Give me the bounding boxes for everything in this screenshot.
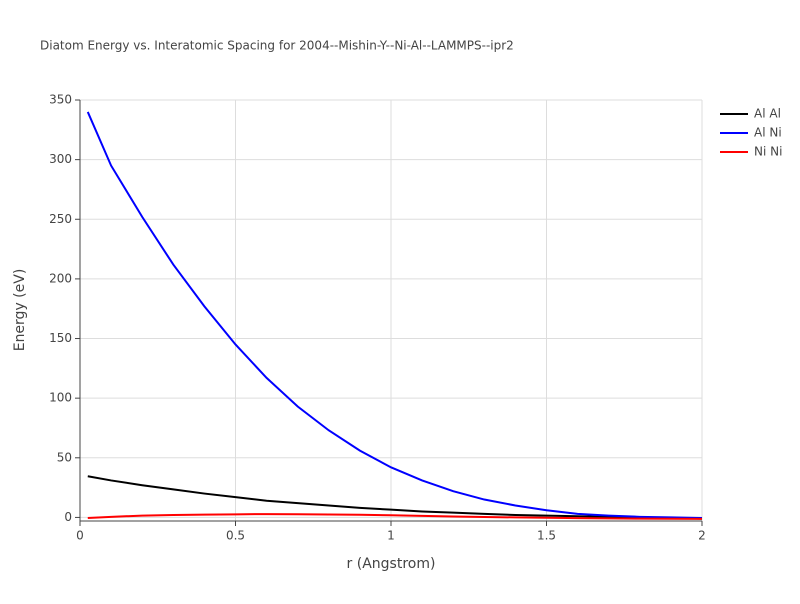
x-tick-label: 2 <box>698 529 706 543</box>
y-tick-label: 200 <box>49 271 72 285</box>
y-tick-label: 350 <box>49 93 72 107</box>
chart-title: Diatom Energy vs. Interatomic Spacing fo… <box>40 39 514 53</box>
legend-label: Ni Ni <box>754 145 782 159</box>
y-tick-label: 150 <box>49 331 72 345</box>
line-series <box>87 513 703 520</box>
x-axis-title: r (Angstrom) <box>347 556 436 572</box>
y-tick-label: 50 <box>57 450 72 464</box>
x-tick-label: 1.5 <box>537 529 556 543</box>
y-axis-title: Energy (eV) <box>12 269 28 352</box>
y-tick-label: 100 <box>49 391 72 405</box>
y-tick-label: 250 <box>49 212 72 226</box>
y-tick-label: 300 <box>49 152 72 166</box>
x-tick-label: 0.5 <box>226 529 245 543</box>
x-tick-label: 0 <box>76 529 84 543</box>
line-series <box>87 475 703 520</box>
line-series <box>86 111 703 520</box>
legend-label: Al Al <box>754 107 781 121</box>
legend-label: Al Ni <box>754 126 782 140</box>
x-tick-label: 1 <box>387 529 395 543</box>
y-tick-label: 0 <box>64 510 72 524</box>
